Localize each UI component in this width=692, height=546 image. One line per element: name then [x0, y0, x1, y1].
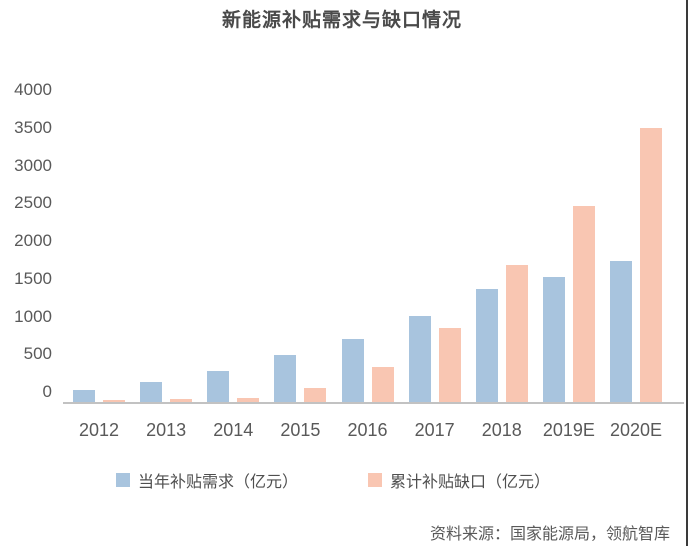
y-axis-tick-2500: 2500 [14, 193, 52, 213]
bar-demand-2020E [610, 261, 632, 402]
bar-gap-2016 [371, 366, 394, 402]
x-axis-tick-2019E: 2019E [542, 420, 595, 440]
bar-gap-2018 [505, 265, 528, 402]
bar-gap-2019E [572, 206, 595, 402]
x-axis-tick-2020E: 2020E [609, 420, 663, 440]
y-axis-tick-2000: 2000 [14, 231, 52, 250]
bar-demand-2012 [73, 390, 95, 402]
chart-title: 新能源补贴需求与缺口情况 [221, 10, 462, 31]
x-axis-line [63, 402, 684, 404]
window-right-border [685, 0, 688, 546]
bar-gap-2014 [237, 398, 260, 402]
legend-item-gap: 累计补贴缺口（亿元） [368, 468, 550, 492]
y-axis-tick-4000: 4000 [14, 80, 52, 99]
legend-swatch-gap [368, 473, 382, 487]
x-axis-tick-2018: 2018 [481, 420, 522, 440]
y-axis-tick-500: 500 [23, 344, 52, 364]
y-axis-tick-3500: 3500 [14, 117, 52, 137]
chart-legend: 当年补贴需求（亿元） 累计补贴缺口（亿元） [0, 468, 692, 491]
bar-demand-2017 [408, 315, 431, 402]
legend-label-demand: 当年补贴需求（亿元） [138, 474, 299, 491]
legend-item-demand: 当年补贴需求（亿元） [116, 468, 298, 492]
x-axis-tick-2017: 2017 [414, 420, 455, 440]
bar-demand-2018 [475, 288, 498, 402]
bar-demand-2015 [274, 355, 297, 402]
bar-gap-2013 [170, 398, 193, 402]
bar-demand-2016 [341, 339, 364, 402]
legend-label-gap: 累计补贴缺口（亿元） [390, 474, 551, 491]
y-axis-tick-1500: 1500 [14, 268, 52, 288]
y-axis-tick-1000: 1000 [14, 306, 52, 326]
bar-gap-2020E [640, 128, 662, 402]
legend-swatch-demand [116, 473, 130, 487]
source-note: 资料来源：国家能源局，领航智库 [429, 526, 670, 543]
bar-demand-2019E [542, 276, 565, 402]
x-axis-tick-2012: 2012 [78, 420, 120, 440]
bar-demand-2014 [207, 370, 230, 402]
y-axis-tick-3000: 3000 [14, 155, 52, 175]
x-axis-tick-2016: 2016 [347, 420, 388, 440]
x-axis-tick-2013: 2013 [146, 420, 187, 440]
y-axis-tick-0: 0 [42, 382, 52, 401]
bar-demand-2013 [140, 382, 163, 402]
x-axis-tick-2015: 2015 [280, 420, 321, 440]
x-axis-tick-2014: 2014 [213, 420, 254, 440]
bar-gap-2012 [103, 399, 125, 402]
bar-gap-2015 [304, 387, 327, 402]
bar-gap-2017 [438, 327, 461, 402]
